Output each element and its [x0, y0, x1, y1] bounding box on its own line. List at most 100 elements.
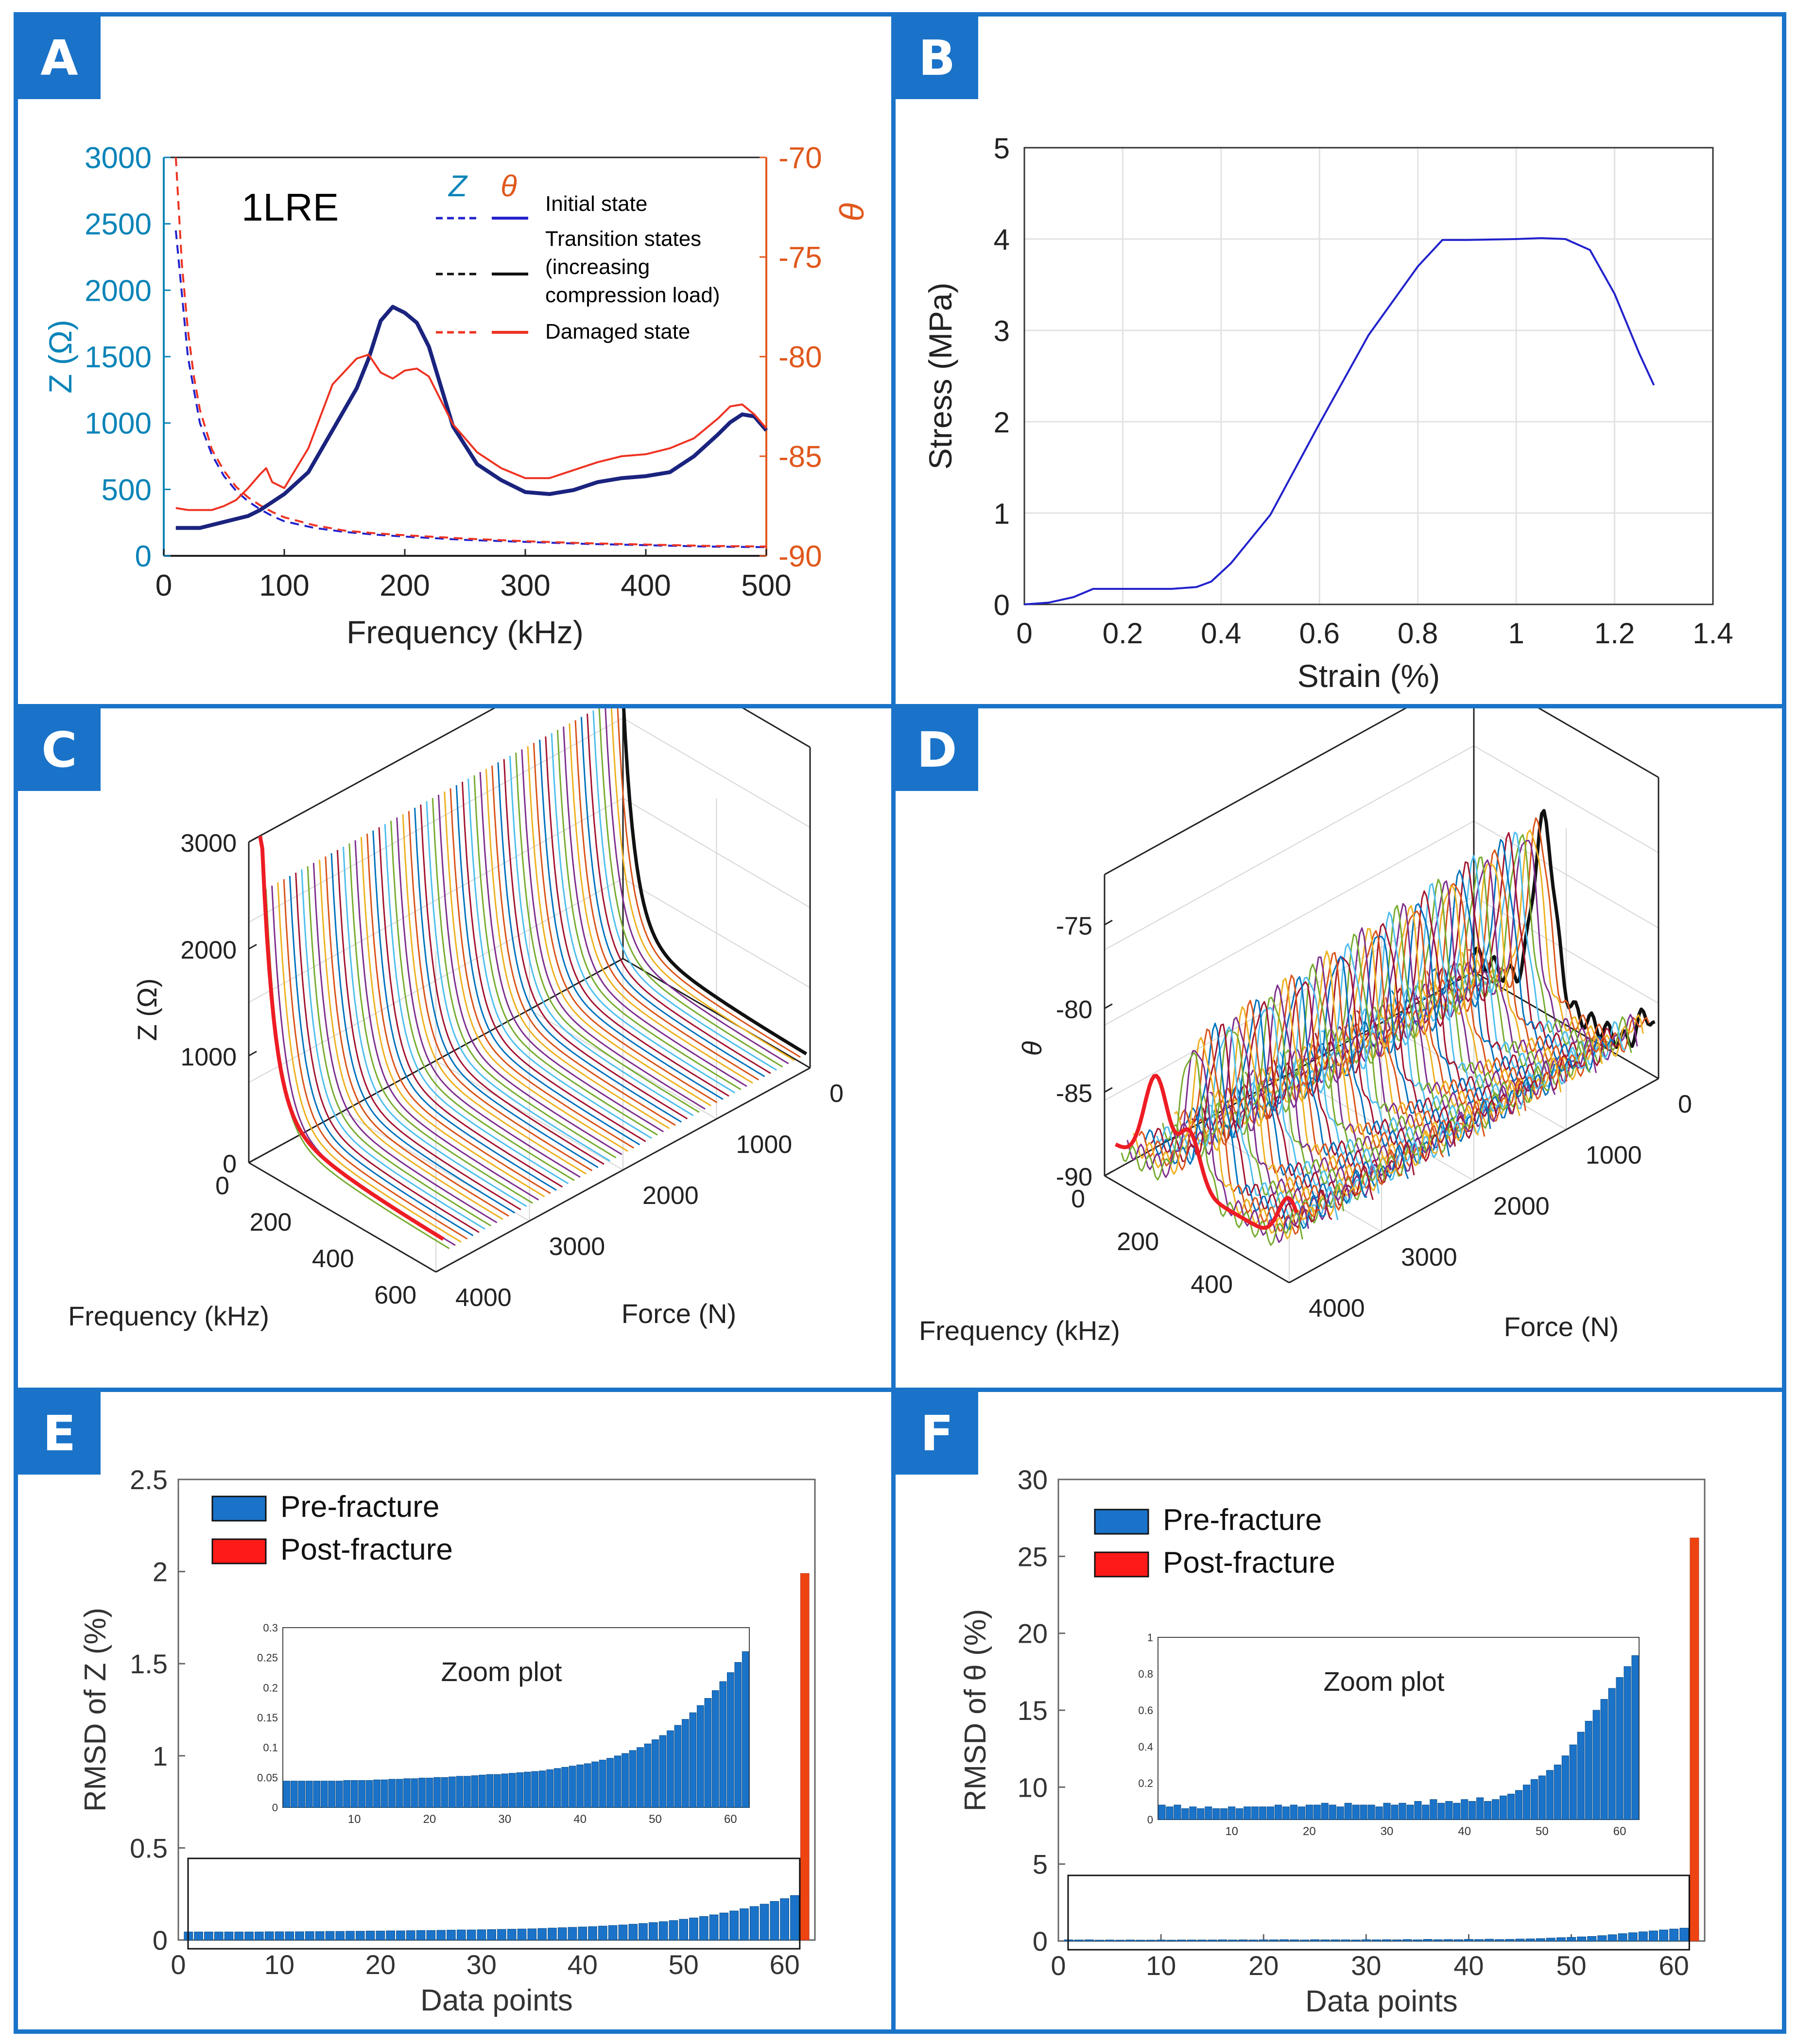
curve-1 [617, 708, 801, 1058]
inset-bar [1430, 1799, 1437, 1820]
y-left-tick-label: 500 [102, 473, 152, 507]
x-tick-label: 0.8 [1398, 617, 1438, 650]
curve-28 [455, 785, 640, 1146]
inset-bar [298, 1781, 306, 1808]
legend-transition-states: Transition states [545, 227, 701, 251]
curve-47 [343, 846, 527, 1207]
inset-bar [584, 1763, 591, 1808]
pre-fracture-bar [1248, 1940, 1258, 1941]
pre-fracture-bar [1638, 1931, 1648, 1941]
pre-fracture-bar [426, 1930, 436, 1941]
y-tick-label: 1 [153, 1741, 168, 1771]
pre-fracture-bar [406, 1930, 415, 1941]
curve-25 [473, 775, 658, 1136]
pre-fracture-bar [1505, 1939, 1515, 1941]
panel-f: F 0 5 10 15 20 25 30 0 10 20 30 40 50 60 Data points RM… [891, 1388, 1786, 2034]
inset-bar [1251, 1806, 1259, 1820]
grid-line [1104, 708, 1406, 875]
inset-bar [328, 1781, 335, 1808]
pre-fracture-bar [740, 1908, 749, 1941]
panel-b: B 0 0.2 0.4 0.6 0.8 1 1.2 1.4 0 1 2 3 4 5 Strain (%) St… [891, 12, 1786, 710]
x-tick-label: 30 [1351, 1950, 1381, 1981]
pre-fracture-bar [770, 1901, 779, 1941]
curve-6 [1438, 832, 1620, 1068]
inset-bar [1181, 1808, 1189, 1820]
legend-post-swatch [211, 1538, 267, 1564]
pre-fracture-bar [305, 1931, 314, 1941]
pre-fracture-bar [1320, 1939, 1330, 1941]
legend-header-theta: θ [501, 170, 517, 203]
y-axis-label: RMSD of Z (%) [79, 1608, 112, 1812]
curve-12 [1402, 855, 1585, 1087]
inset-bar [622, 1753, 629, 1808]
pre-fracture-bar [204, 1931, 213, 1941]
curve-1 [1468, 817, 1650, 1053]
inset-x-tick-label: 60 [724, 1813, 737, 1826]
y-right-tick-label: -90 [778, 540, 822, 573]
zoom-region-box [1067, 1874, 1690, 1951]
plot-frame [177, 1478, 816, 1941]
inset-bar [1336, 1806, 1344, 1820]
y-tick-label: 0.5 [130, 1833, 168, 1863]
pre-fracture-bar [467, 1929, 476, 1941]
inset-bar [441, 1777, 449, 1808]
inset-bar [682, 1719, 689, 1808]
inset-bar [1329, 1804, 1336, 1820]
inset-bar [1461, 1799, 1469, 1820]
legend-header-z: Z [448, 170, 468, 203]
inset-bar [538, 1770, 546, 1808]
curve-26 [467, 778, 652, 1139]
inset-bar [1484, 1801, 1492, 1820]
panel-c: C 0 1000 2000 3000 0 200 400 600 0 1000 2000 3000 40… [14, 704, 898, 1394]
curve-49 [1185, 999, 1367, 1208]
curve-24 [1332, 903, 1514, 1127]
pre-fracture-bar [1443, 1939, 1453, 1941]
freq-tick-label: 400 [312, 1245, 354, 1273]
panel-c-badge: C [18, 708, 101, 791]
force-tick-label: 4000 [455, 1284, 512, 1312]
pre-fracture-bar [1156, 1940, 1166, 1941]
axis-frequency [248, 1162, 436, 1273]
curve-32 [432, 798, 617, 1159]
inset-bar [1453, 1803, 1461, 1820]
grid-line [1538, 708, 1659, 778]
z-tick-label: 2000 [180, 936, 237, 964]
y-left-tick-label: 2500 [85, 208, 152, 241]
pre-fracture-bar [608, 1925, 618, 1941]
z-tick [248, 944, 257, 950]
pre-fracture-bar [325, 1931, 335, 1941]
chart-e: 0 0.5 1 1.5 2 2.5 0 10 20 30 40 50 60 Data points RMSD… [79, 1464, 816, 2017]
curve-45 [354, 840, 539, 1201]
force-tick-label: 1000 [736, 1131, 793, 1159]
grid-line [1104, 821, 1474, 1026]
pre-fracture-bar [557, 1927, 567, 1941]
y-tick-label: 20 [1018, 1618, 1048, 1649]
curve-41 [378, 827, 563, 1188]
inset-bar [508, 1773, 516, 1808]
pre-fracture-bar [355, 1931, 365, 1941]
pre-fracture-bar [376, 1930, 385, 1941]
curve-29 [449, 788, 634, 1149]
grid-line [743, 708, 811, 748]
x-tick-label: 100 [259, 569, 309, 602]
pre-fracture-bar [669, 1920, 678, 1941]
force-tick-label: 2000 [1493, 1192, 1550, 1220]
inset-bar [1561, 1755, 1569, 1820]
panel-e: E 0 0.5 1 1.5 2 2.5 0 10 20 30 40 50 60 Data points RM… [14, 1388, 898, 2034]
curve-60 [1121, 1052, 1303, 1246]
axis-force [1289, 1078, 1659, 1284]
curve-34 [420, 804, 605, 1165]
force-tick-label: 3000 [1401, 1243, 1457, 1271]
inset-bar [456, 1776, 464, 1808]
y-tick-label: 30 [1018, 1464, 1048, 1495]
y-left-tick-label: 1000 [85, 407, 152, 441]
curve-0 [1472, 809, 1656, 1049]
curve-19 [509, 756, 694, 1116]
inset-y-tick-label: 0.4 [1138, 1741, 1153, 1753]
y-tick-label: 3 [994, 315, 1010, 347]
curve-24 [479, 772, 664, 1133]
pre-fracture-bar [1218, 1939, 1227, 1941]
axis-edge [1104, 708, 1407, 876]
inset-bar [1212, 1808, 1220, 1820]
